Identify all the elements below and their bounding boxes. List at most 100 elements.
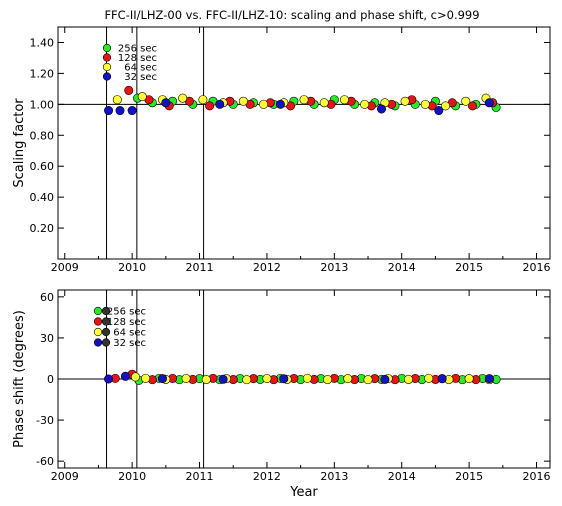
legend-marker <box>102 72 112 81</box>
y-tick-label: 0 <box>47 373 54 386</box>
legend-marker <box>102 53 112 62</box>
data-point <box>424 373 434 383</box>
data-point <box>279 374 289 384</box>
data-point <box>434 106 444 116</box>
x-tick-label: 2011 <box>186 261 214 274</box>
y-tick-label: 0.40 <box>30 191 55 204</box>
y-axis-label: Phase shift (degrees) <box>12 310 27 448</box>
x-tick-label: 2016 <box>523 470 551 483</box>
x-tick-label: 2013 <box>320 470 348 483</box>
legend-label: 256 sec <box>107 307 146 318</box>
y-tick-label: 0.60 <box>30 160 55 173</box>
data-point <box>467 101 477 111</box>
legend-marker <box>102 43 112 53</box>
x-tick-label: 2014 <box>388 470 416 483</box>
y-tick-label: -60 <box>36 455 54 468</box>
legend-marker <box>101 327 111 337</box>
legend-label: 32 sec <box>124 72 157 83</box>
data-point <box>464 374 474 384</box>
x-tick-label: 2009 <box>51 261 79 274</box>
data-point <box>484 98 494 108</box>
data-point <box>115 106 125 116</box>
data-point <box>323 375 333 385</box>
data-point <box>420 99 430 109</box>
data-point <box>178 93 188 103</box>
chart-title: FFC-II/LHZ-00 vs. FFC-II/LHZ-10: scaling… <box>104 8 479 22</box>
y-tick-label: 30 <box>40 332 54 345</box>
x-tick-label: 2010 <box>118 261 146 274</box>
data-point <box>437 374 447 384</box>
x-tick-label: 2015 <box>455 261 483 274</box>
data-point <box>120 371 130 381</box>
y-tick-label: 1.00 <box>30 98 55 111</box>
y-tick-label: 1.40 <box>30 36 55 49</box>
x-axis-label: Year <box>289 485 318 500</box>
legend-marker <box>93 338 103 347</box>
data-point <box>275 99 285 109</box>
legend-label: 128 sec <box>118 53 157 64</box>
x-tick-label: 2010 <box>118 470 146 483</box>
data-point <box>363 375 373 385</box>
x-tick-label: 2014 <box>388 261 416 274</box>
data-point <box>400 96 410 106</box>
data-point <box>262 373 272 383</box>
data-point <box>137 92 147 102</box>
data-point <box>299 95 309 105</box>
data-point <box>161 98 171 108</box>
y-axis-label: Scaling factor <box>12 98 27 188</box>
legend-marker <box>93 317 103 326</box>
legend-label: 64 sec <box>113 328 146 339</box>
legend-marker <box>101 306 111 316</box>
data-point <box>377 104 387 114</box>
x-tick-label: 2012 <box>253 470 281 483</box>
data-point <box>461 96 471 106</box>
data-point <box>104 106 114 116</box>
data-point <box>112 95 122 105</box>
legend-marker <box>101 317 111 326</box>
data-point <box>319 98 329 108</box>
data-point <box>441 101 451 111</box>
data-point <box>380 374 390 384</box>
data-point <box>343 374 353 384</box>
data-point <box>201 375 211 385</box>
legend-marker <box>101 338 111 347</box>
legend-label: 256 sec <box>118 44 157 55</box>
data-point <box>403 374 413 384</box>
phase-shift-panel: Phase shift (degrees) Year 2009 2010 2011 2… <box>12 289 551 500</box>
data-point <box>157 374 167 384</box>
data-point <box>198 95 208 105</box>
data-point <box>181 373 191 383</box>
data-point <box>259 99 269 109</box>
x-tick-label: 2009 <box>51 470 79 483</box>
data-point <box>104 374 114 384</box>
legend-label: 64 sec <box>124 63 157 74</box>
data-point <box>238 96 248 106</box>
scaling-factor-panel: Scaling factor 2009 2010 2011 2012 2013 2014 2… <box>12 26 551 274</box>
legend-label: 128 sec <box>107 317 146 328</box>
data-point <box>484 374 494 384</box>
data-point <box>215 99 225 109</box>
data-point <box>141 373 151 383</box>
data-point <box>242 375 252 385</box>
y-tick-label: 1.20 <box>30 67 55 80</box>
data-point <box>360 99 370 109</box>
y-tick-label: 0.80 <box>30 129 55 142</box>
y-tick-label: -30 <box>36 414 54 427</box>
x-tick-label: 2013 <box>320 261 348 274</box>
x-tick-label: 2015 <box>455 470 483 483</box>
y-tick-label: 60 <box>40 291 54 304</box>
legend-marker <box>93 327 103 337</box>
data-point <box>131 372 141 382</box>
x-tick-label: 2011 <box>186 470 214 483</box>
legend-label: 32 sec <box>113 338 146 349</box>
data-point <box>302 373 312 383</box>
x-tick-label: 2016 <box>523 261 551 274</box>
legend-marker <box>102 62 112 72</box>
data-point <box>127 106 137 116</box>
legend-marker <box>93 306 103 316</box>
x-tick-label: 2012 <box>253 261 281 274</box>
plot-frame <box>57 26 551 260</box>
data-point <box>124 85 134 95</box>
data-point <box>339 95 349 105</box>
